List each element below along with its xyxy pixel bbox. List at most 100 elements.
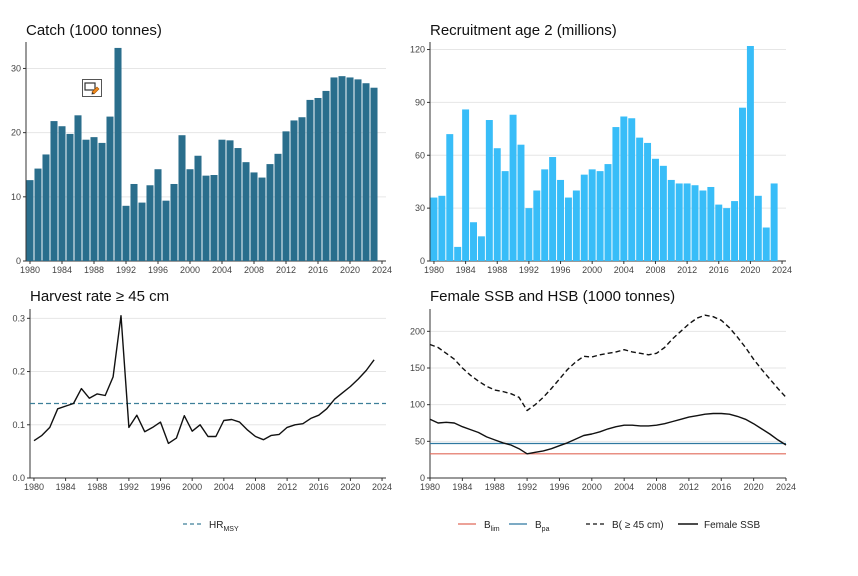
- x-tick-label: 1988: [485, 482, 505, 492]
- bar: [90, 137, 98, 261]
- bar: [242, 162, 250, 261]
- y-tick-label: 90: [415, 97, 425, 107]
- series-line: [33, 315, 375, 445]
- bar: [338, 76, 346, 261]
- bar: [226, 140, 234, 261]
- x-tick-label: 2012: [276, 265, 296, 275]
- bar: [430, 197, 438, 261]
- bar: [274, 153, 282, 261]
- bar: [667, 179, 675, 261]
- bar: [298, 117, 306, 262]
- bar: [612, 127, 620, 261]
- bar: [210, 175, 218, 261]
- bar: [186, 169, 194, 261]
- bar: [322, 90, 330, 261]
- edit-pencil-icon[interactable]: [82, 79, 102, 97]
- bar: [762, 227, 770, 261]
- x-tick-label: 2024: [776, 482, 796, 492]
- y-tick-label: 0.1: [12, 420, 25, 430]
- x-tick-label: 2020: [340, 265, 360, 275]
- series-line: [429, 314, 787, 412]
- bar: [66, 133, 74, 261]
- bar: [138, 202, 146, 261]
- bar: [82, 139, 90, 261]
- bar: [636, 137, 644, 261]
- bar: [290, 120, 298, 262]
- bar: [620, 116, 628, 261]
- bar: [572, 190, 580, 261]
- bar: [541, 169, 549, 261]
- x-tick-label: 1992: [116, 265, 136, 275]
- bar: [50, 121, 58, 261]
- x-tick-label: 1980: [20, 265, 40, 275]
- bar: [723, 208, 731, 261]
- bar: [130, 183, 138, 261]
- recruitment-chart-title: Recruitment age 2 (millions): [430, 22, 617, 39]
- bar: [98, 142, 106, 261]
- bar: [454, 246, 462, 261]
- x-tick-label: 2008: [245, 482, 265, 492]
- bar: [659, 165, 667, 261]
- x-tick-label: 2020: [744, 482, 764, 492]
- bar: [517, 144, 525, 261]
- x-tick-label: 1980: [420, 482, 440, 492]
- x-tick-label: 2012: [679, 482, 699, 492]
- x-tick-label: 1996: [549, 482, 569, 492]
- x-tick-label: 1984: [56, 482, 76, 492]
- bar: [178, 135, 186, 261]
- bar: [580, 174, 588, 261]
- bar: [770, 183, 778, 261]
- x-tick-label: 2016: [308, 265, 328, 275]
- y-tick-label: 0.0: [12, 473, 25, 483]
- bar: [470, 222, 477, 261]
- bar: [675, 183, 683, 261]
- x-tick-label: 1980: [424, 265, 444, 275]
- bar: [122, 205, 130, 261]
- series-line: [429, 412, 787, 455]
- bar: [691, 185, 699, 261]
- bar: [234, 148, 242, 261]
- x-tick-label: 1996: [148, 265, 168, 275]
- x-tick-label: 1984: [456, 265, 476, 275]
- bar: [588, 169, 596, 261]
- legend-bpa-label: Bpa: [535, 520, 550, 533]
- harvest-rate-chart-title: Harvest rate ≥ 45 cm: [30, 288, 170, 305]
- bar: [485, 120, 493, 262]
- bar: [58, 126, 66, 261]
- bar: [362, 83, 370, 261]
- y-tick-label: 0: [420, 473, 425, 483]
- bar: [306, 99, 314, 261]
- bar: [202, 175, 210, 261]
- y-tick-label: 150: [410, 363, 425, 373]
- x-tick-label: 1992: [519, 265, 539, 275]
- bar: [477, 236, 485, 261]
- x-tick-label: 1996: [551, 265, 571, 275]
- bar: [564, 197, 572, 261]
- y-tick-label: 0: [420, 256, 425, 266]
- x-tick-label: 2012: [677, 265, 697, 275]
- y-tick-label: 50: [415, 436, 425, 446]
- bar: [509, 114, 517, 261]
- bar: [282, 131, 290, 261]
- bar: [501, 171, 509, 261]
- y-tick-label: 30: [415, 203, 425, 213]
- bar: [644, 142, 652, 261]
- bar: [162, 200, 170, 261]
- bar: [493, 148, 501, 261]
- bar: [746, 46, 754, 261]
- bar: [74, 115, 82, 261]
- x-tick-label: 1992: [517, 482, 537, 492]
- bar: [628, 118, 636, 262]
- x-tick-label: 2020: [740, 265, 760, 275]
- bar: [525, 208, 533, 261]
- x-tick-label: 2004: [614, 482, 634, 492]
- x-tick-label: 1992: [119, 482, 139, 492]
- bar: [34, 168, 42, 261]
- bar: [370, 87, 378, 261]
- y-tick-label: 0: [16, 256, 21, 266]
- bar: [707, 186, 715, 261]
- x-tick-label: 2008: [244, 265, 264, 275]
- catch-chart-title: Catch (1000 tonnes): [26, 22, 162, 39]
